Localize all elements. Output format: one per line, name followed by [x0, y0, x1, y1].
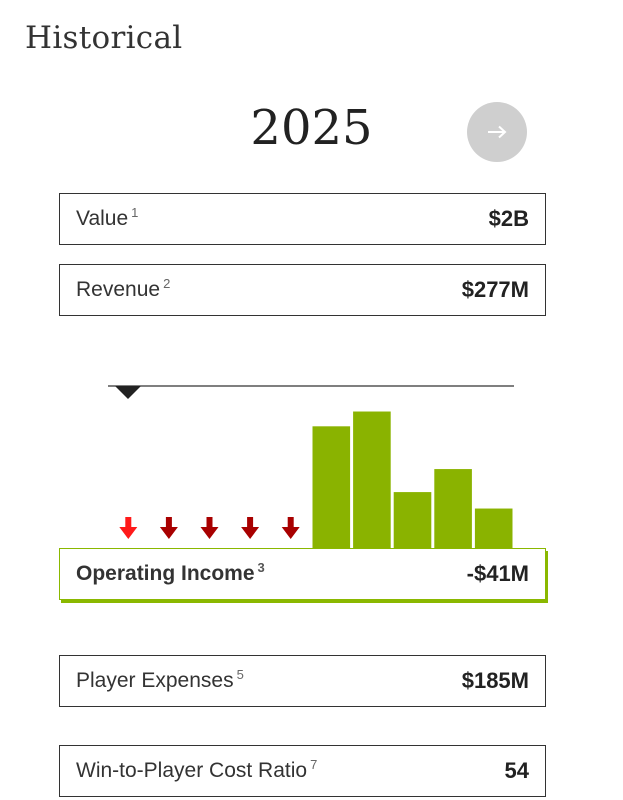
negative-value-arrow[interactable]	[281, 517, 300, 539]
negative-value-arrow[interactable]	[159, 517, 178, 539]
stat-revenue-label: Revenue 2	[76, 276, 171, 301]
stat-revenue-amount: $277M	[461, 277, 529, 302]
selection-pointer	[115, 386, 141, 399]
negative-value-arrow[interactable]	[119, 517, 138, 539]
stat-player-expenses: Player Expenses 5 $185M	[59, 655, 546, 707]
page-title: Historical	[25, 20, 183, 56]
stat-operating-income-label: Operating Income 3	[76, 560, 265, 585]
year-label: 2025	[250, 100, 373, 156]
negative-value-arrow[interactable]	[200, 517, 219, 539]
stat-operating-income: Operating Income 3 -$41M	[59, 548, 546, 600]
stat-value-amount: $2B	[488, 206, 529, 231]
footnote-marker: 5	[236, 667, 244, 682]
footnote-marker: 7	[310, 757, 318, 772]
chart-bar[interactable]	[312, 426, 351, 548]
stat-win-ratio-label: Win-to-Player Cost Ratio 7	[76, 757, 318, 782]
operating-income-chart	[108, 385, 514, 548]
arrow-right-icon	[488, 125, 507, 139]
footnote-marker: 2	[163, 276, 171, 291]
stat-win-ratio-amount: 54	[504, 758, 529, 783]
negative-value-arrow[interactable]	[241, 517, 260, 539]
stat-value-label: Value 1	[76, 205, 139, 230]
chart-bar[interactable]	[434, 469, 472, 548]
chart-bar[interactable]	[393, 492, 432, 548]
footnote-marker: 3	[257, 560, 265, 575]
footnote-marker: 1	[131, 205, 139, 220]
stat-player-expenses-amount: $185M	[461, 668, 529, 693]
stat-player-expenses-label: Player Expenses 5	[76, 667, 244, 692]
stat-value: Value 1 $2B	[59, 193, 546, 245]
stat-win-ratio: Win-to-Player Cost Ratio 7 54	[59, 745, 546, 797]
stat-revenue: Revenue 2 $277M	[59, 264, 546, 316]
chart-bar[interactable]	[353, 411, 391, 548]
chart-bar[interactable]	[474, 508, 513, 548]
next-year-button[interactable]	[467, 102, 527, 162]
stat-operating-income-amount: -$41M	[466, 561, 529, 586]
